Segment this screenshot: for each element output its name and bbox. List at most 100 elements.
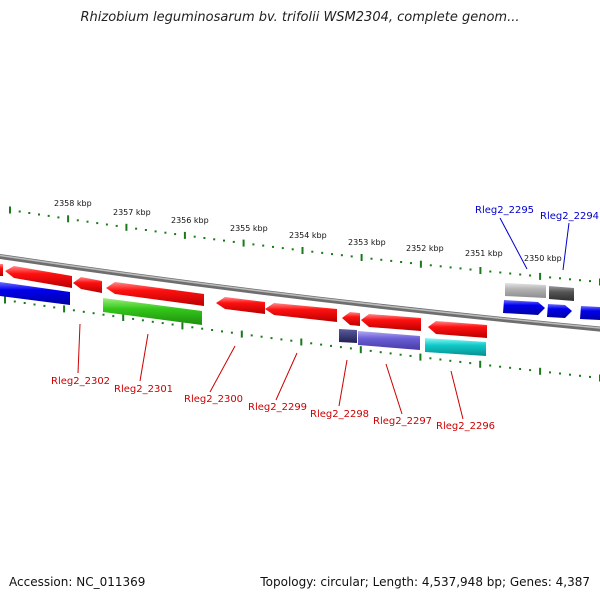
minor-tick [310,342,313,345]
gene-block[interactable] [425,338,486,356]
minor-tick [429,357,432,360]
minor-tick [489,270,492,273]
minor-tick [290,339,293,342]
gene-block[interactable] [358,331,420,350]
gene-block[interactable] [0,282,70,305]
major-tick [301,247,304,254]
gene-arrow[interactable] [0,264,3,276]
gene-arrow[interactable] [361,314,421,331]
gene-arrow[interactable] [5,266,72,288]
gene-block[interactable] [339,329,357,343]
minor-tick [459,360,462,363]
minor-tick [201,327,204,330]
minor-tick [589,375,591,378]
major-tick [419,353,422,361]
genome-summary-text: Topology: circular; Length: 4,537,948 bp… [260,575,590,589]
gene-label-rleg2-2302[interactable]: Rleg2_2302 [51,376,110,387]
gene-arrow[interactable] [342,312,360,326]
minor-tick [320,343,323,346]
forward-strand-genes [0,264,487,338]
major-tick [479,267,482,274]
minor-tick [321,251,324,254]
gene-label-rleg2-2300[interactable]: Rleg2_2300 [184,394,243,405]
minor-tick [144,229,147,231]
major-tick [183,231,186,239]
gene-label-rleg2-2295[interactable]: Rleg2_2295 [475,205,534,216]
major-tick [67,215,70,223]
minor-tick [211,329,214,331]
minor-tick [509,272,512,275]
genome-backbone [0,253,600,332]
gene-arrow[interactable] [265,303,337,322]
minor-tick [569,278,571,281]
label-leaders [77,217,570,420]
minor-tick [105,223,108,226]
minor-tick [76,219,79,222]
gene-arrow[interactable] [503,300,545,315]
gene-arrow[interactable] [547,304,572,318]
major-tick [242,239,245,247]
gene-arrow[interactable] [73,277,102,293]
major-tick [122,314,125,321]
minor-tick [429,264,432,267]
minor-tick [223,239,225,242]
gene-label-rleg2-2297[interactable]: Rleg2_2297 [373,416,432,427]
scale-labels: 2358 kbp 2357 kbp 2356 kbp 2355 kbp 2354… [54,199,562,263]
minor-tick [379,351,382,354]
minor-tick [174,233,177,236]
minor-tick [349,347,352,350]
minor-tick [96,222,99,225]
minor-tick [409,354,412,357]
minor-tick [72,309,75,312]
minor-tick [331,253,333,256]
genome-backbone-highlight [0,254,600,329]
minor-tick [489,364,492,367]
minor-tick [549,276,552,279]
gene-block[interactable] [103,298,202,325]
major-tick [63,305,66,313]
minor-tick [115,224,118,227]
scale-label: 2352 kbp [406,244,444,253]
minor-tick [47,214,50,217]
scale-label: 2356 kbp [171,216,209,225]
minor-tick [340,254,343,257]
major-tick [359,346,362,354]
minor-tick [86,220,89,223]
minor-tick [389,352,392,355]
gene-labels: Rleg2_2295 Rleg2_2294 Rleg2_2302 Rleg2_2… [51,205,599,432]
minor-tick [579,279,581,282]
minor-tick [509,366,512,369]
minor-tick [559,277,561,280]
minor-tick [132,317,135,320]
scale-label: 2351 kbp [465,249,503,258]
gene-label-rleg2-2299[interactable]: Rleg2_2299 [248,402,307,413]
gene-label-rleg2-2298[interactable]: Rleg2_2298 [310,409,369,420]
minor-tick [380,258,383,261]
scale-label: 2357 kbp [113,208,151,217]
gene-label-rleg2-2294[interactable]: Rleg2_2294 [540,211,599,222]
gene-arrow[interactable] [106,282,204,306]
minor-tick [141,319,144,322]
gene-block[interactable] [549,286,574,301]
gene-label-rleg2-2301[interactable]: Rleg2_2301 [114,384,173,395]
minor-tick [164,231,167,234]
minor-tick [262,244,265,247]
minor-tick [203,237,206,239]
gene-arrow[interactable] [428,321,487,338]
minor-tick [112,315,115,318]
minor-tick [311,250,314,253]
minor-tick [270,337,273,340]
minor-tick [499,365,502,368]
scale-label: 2358 kbp [54,199,92,208]
minor-tick [28,212,31,214]
minor-tick [213,238,216,241]
gene-block[interactable] [505,283,546,298]
minor-tick [221,330,223,333]
major-tick [360,254,363,261]
gene-block[interactable] [580,306,600,320]
gene-arrow[interactable] [216,297,265,314]
gene-label-rleg2-2296[interactable]: Rleg2_2296 [436,421,495,432]
scale-label: 2350 kbp [524,254,562,263]
minor-tick [151,320,154,323]
minor-tick [252,243,255,246]
